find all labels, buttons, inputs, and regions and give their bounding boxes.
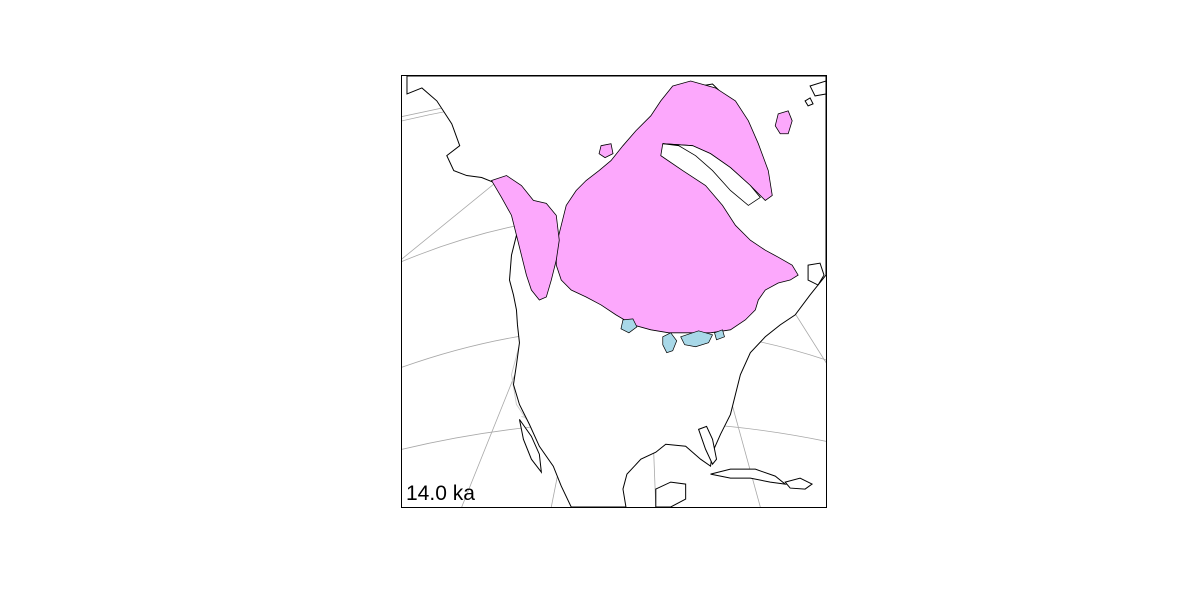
proglacial-lakes — [620, 318, 725, 354]
greenland-island — [809, 80, 826, 97]
island — [804, 97, 814, 107]
map-frame: 14.0 ka — [401, 75, 827, 508]
lake-iroquois — [714, 329, 725, 341]
great-lakes-proglacial — [680, 330, 714, 348]
ice-sheet — [490, 80, 799, 334]
great-lakes-proglacial — [662, 332, 678, 354]
time-label: 14.0 ka — [406, 482, 475, 505]
north-america-map — [402, 76, 826, 507]
baja-peninsula — [518, 419, 543, 474]
cordilleran-ice-sheet — [490, 175, 560, 301]
lake-agassiz — [620, 318, 638, 334]
cuba-island — [710, 468, 787, 485]
hispaniola-island — [784, 477, 814, 490]
ice-cap — [598, 143, 614, 159]
hudson-strait-gap — [662, 143, 761, 206]
yucatan-landmass — [655, 481, 687, 507]
newfoundland-island — [807, 262, 825, 286]
florida-peninsula — [697, 425, 718, 466]
ice-cap — [774, 110, 793, 135]
